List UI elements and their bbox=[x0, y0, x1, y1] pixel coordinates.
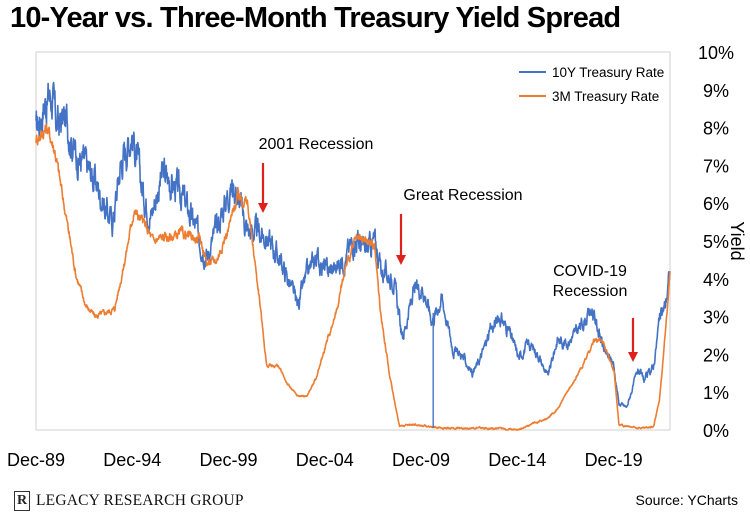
logo-text: LEGACY RESEARCH GROUP bbox=[36, 492, 244, 509]
series-line-3m bbox=[35, 123, 671, 431]
x-tick-label: Dec-09 bbox=[392, 450, 450, 470]
chart-series bbox=[35, 81, 671, 431]
x-tick-label: Dec-19 bbox=[585, 450, 643, 470]
y-tick-label: 7% bbox=[703, 156, 729, 176]
y-axis-label: Yield bbox=[727, 221, 747, 260]
annotation-arrow-head-icon bbox=[396, 255, 406, 265]
source-credit: Source: YCharts bbox=[635, 492, 738, 508]
page-title: 10-Year vs. Three-Month Treasury Yield S… bbox=[10, 2, 621, 34]
annotation-label-line: 2001 Recession bbox=[259, 136, 374, 153]
logo-mark-icon: R bbox=[14, 491, 30, 511]
chart-legend: 10Y Treasury Rate 3M Treasury Rate bbox=[519, 65, 664, 104]
annotation-label: 2001 Recession bbox=[259, 136, 374, 153]
annotation-label: COVID-19 Recession bbox=[553, 263, 628, 300]
legend-label: 3M Treasury Rate bbox=[552, 89, 659, 104]
annotation-arrow-head-icon bbox=[258, 203, 268, 213]
x-tick-label: Dec-94 bbox=[103, 450, 161, 470]
y-tick-label: 2% bbox=[703, 345, 729, 365]
annotation-label-line: Great Recession bbox=[403, 187, 522, 204]
y-tick-label: 3% bbox=[703, 308, 729, 328]
series-line-10y bbox=[35, 81, 671, 408]
x-tick-label: Dec-04 bbox=[296, 450, 354, 470]
annotation-arrow-head-icon bbox=[628, 352, 638, 362]
annotation-label-line: COVID-19 bbox=[553, 263, 627, 280]
y-tick-label: 5% bbox=[703, 232, 729, 252]
y-tick-label: 4% bbox=[703, 270, 729, 290]
chart-annotations: 2001 Recession Great Recession COVID-19 Rec… bbox=[258, 136, 638, 362]
legacy-research-logo: R LEGACY RESEARCH GROUP bbox=[14, 490, 244, 512]
annotation-label-line: Recession bbox=[553, 283, 628, 300]
x-tick-label: Dec-89 bbox=[7, 450, 65, 470]
y-tick-label: 9% bbox=[703, 81, 729, 101]
y-tick-label: 0% bbox=[703, 421, 729, 441]
y-tick-label: 6% bbox=[703, 194, 729, 214]
chart-axes: 0% 1% 2% 3% 4% 5% 6% 7% 8% 9% 10% Yield Dec-89 Dec-94… bbox=[7, 43, 747, 470]
annotation-label: Great Recession bbox=[403, 187, 522, 204]
y-tick-label: 8% bbox=[703, 119, 729, 139]
plot-frame bbox=[35, 51, 671, 431]
x-tick-label: Dec-99 bbox=[200, 450, 258, 470]
legend-label: 10Y Treasury Rate bbox=[552, 65, 664, 80]
y-tick-label: 1% bbox=[703, 383, 729, 403]
x-tick-label: Dec-14 bbox=[488, 450, 546, 470]
y-tick-label: 10% bbox=[698, 43, 734, 63]
